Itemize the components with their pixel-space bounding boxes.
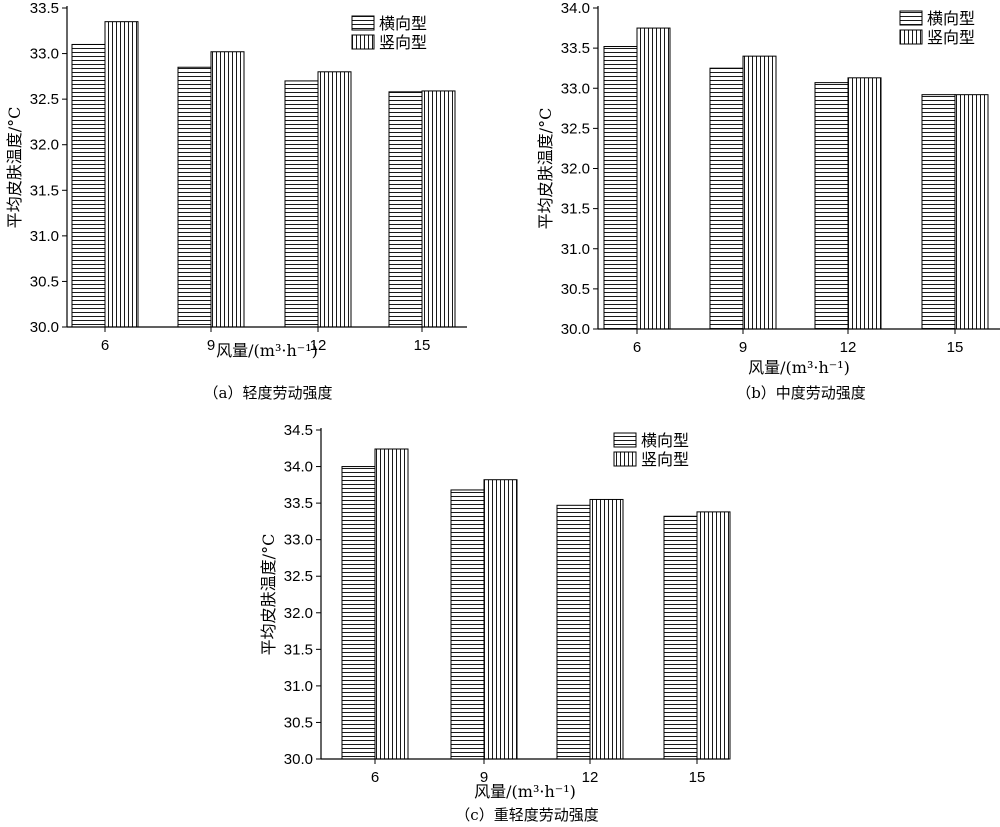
legend-swatch-horizontal (613, 432, 637, 448)
bar-horizontal-9 (450, 489, 485, 760)
bar-horizontal-15 (921, 94, 956, 330)
y-tick-label: 31.5 (561, 201, 590, 218)
legend-label: 竖向型 (927, 28, 975, 47)
y-tick-label: 31.0 (30, 228, 59, 245)
y-tick-label: 34.0 (561, 0, 590, 17)
y-tick-label: 32.5 (30, 91, 59, 108)
bar-horizontal-9 (709, 67, 744, 330)
y-tick-label: 30.0 (561, 321, 590, 338)
bar-vertical-6 (104, 21, 139, 328)
x-tick-label: 6 (633, 339, 641, 356)
x-tick-label: 15 (689, 769, 706, 786)
bar-horizontal-12 (284, 80, 319, 328)
y-tick-label: 33.0 (284, 532, 313, 549)
x-tick-label: 12 (310, 337, 327, 354)
y-tick-label: 33.0 (30, 46, 59, 63)
legend-label: 竖向型 (641, 450, 689, 469)
x-axis-label: 风量/(m³·h⁻¹) (474, 782, 576, 801)
y-tick-label: 33.5 (30, 0, 59, 17)
chart-caption: （b）中度劳动强度 (736, 384, 866, 402)
bar-vertical-6 (636, 27, 671, 330)
legend-swatch-vertical (351, 34, 375, 50)
chart-a: 30.0 30.5 31.0 31.5 32.0 32.5 33.0 33.5 6 9 12 15 风量… (5, 0, 467, 402)
y-tick-label: 30.5 (561, 281, 590, 298)
x-tick-label: 12 (582, 769, 599, 786)
x-tick-label: 15 (414, 337, 431, 354)
y-axis-label: 平均皮肤温度/°C (259, 534, 278, 656)
y-tick-label: 32.5 (561, 120, 590, 137)
y-tick-label: 30.5 (30, 273, 59, 290)
legend-label: 横向型 (379, 14, 427, 33)
chart-caption: （a）轻度劳动强度 (204, 384, 333, 402)
y-axis-label: 平均皮肤温度/°C (536, 108, 555, 230)
y-tick-label: 30.0 (30, 319, 59, 336)
bar-vertical-15 (421, 90, 456, 328)
y-tick-label: 32.5 (284, 568, 313, 585)
x-axis-label: 风量/(m³·h⁻¹) (748, 358, 850, 377)
chart-b: 30.0 30.5 31.0 31.5 32.0 32.5 33.0 33.5 34.0 6 9 12… (536, 0, 1000, 402)
y-axis-label: 平均皮肤温度/°C (5, 107, 24, 229)
legend-swatch-horizontal (351, 15, 375, 31)
bar-horizontal-9 (177, 66, 212, 328)
legend-label: 横向型 (927, 9, 975, 28)
y-tick-label: 31.0 (284, 678, 313, 695)
bar-horizontal-6 (71, 43, 106, 328)
bar-horizontal-12 (814, 82, 849, 330)
x-tick-label: 9 (207, 337, 215, 354)
bar-vertical-15 (954, 94, 989, 330)
chart-caption: （c）重轻度劳动强度 (455, 806, 598, 824)
bar-vertical-12 (589, 498, 624, 760)
y-tick-label: 33.5 (284, 495, 313, 512)
bar-vertical-12 (847, 77, 882, 330)
x-tick-label: 9 (480, 769, 488, 786)
bar-horizontal-15 (663, 515, 698, 760)
bar-vertical-6 (374, 448, 409, 760)
y-tick-label: 34.5 (284, 422, 313, 439)
y-tick-label: 32.0 (284, 605, 313, 622)
y-tick-label: 31.5 (284, 641, 313, 658)
y-tick-label: 31.0 (561, 241, 590, 258)
x-tick-label: 6 (371, 769, 379, 786)
bar-vertical-15 (696, 511, 731, 760)
bar-vertical-12 (317, 71, 352, 328)
y-tick-label: 33.5 (561, 40, 590, 57)
chart-c: 30.0 30.5 31.0 31.5 32.0 32.5 33.0 33.5 34.0 34.5… (259, 422, 731, 824)
legend-swatch-vertical (613, 451, 637, 467)
legend-label: 横向型 (641, 431, 689, 450)
x-tick-label: 15 (947, 339, 964, 356)
bar-vertical-9 (210, 51, 245, 328)
legend-label: 竖向型 (379, 33, 427, 52)
legend-swatch-horizontal (899, 10, 923, 26)
x-axis-label: 风量/(m³·h⁻¹) (216, 341, 318, 360)
y-tick-label: 31.5 (30, 182, 59, 199)
bar-horizontal-6 (603, 46, 638, 330)
y-tick-label: 32.0 (30, 137, 59, 154)
bar-vertical-9 (483, 479, 518, 760)
x-tick-label: 12 (840, 339, 857, 356)
bar-vertical-9 (742, 55, 777, 330)
y-tick-label: 32.0 (561, 161, 590, 178)
y-tick-label: 34.0 (284, 459, 313, 476)
bar-horizontal-15 (388, 91, 423, 328)
legend-swatch-vertical (899, 29, 923, 45)
bar-horizontal-6 (341, 466, 376, 760)
bar-horizontal-12 (556, 504, 591, 760)
y-tick-label: 30.0 (284, 751, 313, 768)
y-tick-label: 33.0 (561, 80, 590, 97)
x-tick-label: 6 (101, 337, 109, 354)
x-tick-label: 9 (739, 339, 747, 356)
y-tick-label: 30.5 (284, 714, 313, 731)
